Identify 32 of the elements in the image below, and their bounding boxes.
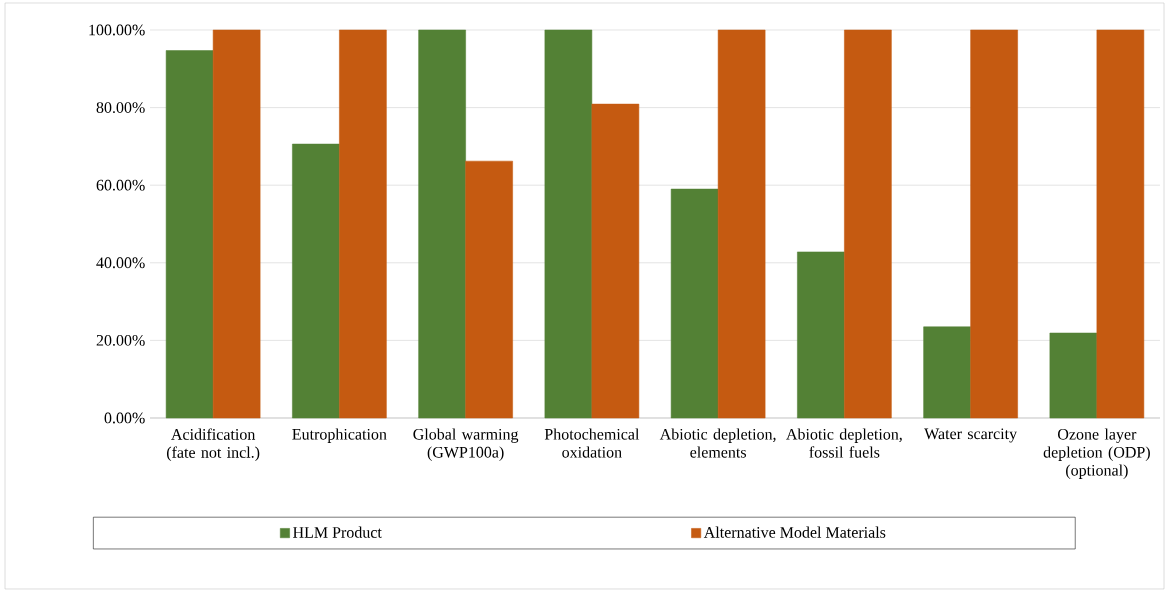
x-tick-label: Ozone layer depletion (ODP) (optional)	[1043, 428, 1150, 479]
bar	[292, 143, 340, 419]
bar	[544, 29, 593, 419]
x-tick-label: Photochemical oxidation	[544, 428, 640, 458]
x-tick-label: Abiotic depletion, fossil fuels	[786, 428, 902, 458]
x-tick-label: Abiotic depletion, elements	[659, 428, 776, 458]
y-tick-label: 0.00%	[104, 412, 145, 424]
bar	[717, 29, 766, 419]
x-tick-label: Global warming (GWP100a)	[413, 428, 519, 461]
x-tick-label: Acidification (fate not incl.)	[166, 428, 260, 462]
y-tick-label: 80.00%	[96, 102, 145, 114]
bar	[923, 326, 971, 419]
y-tick-label: 60.00%	[96, 179, 145, 191]
bar	[844, 29, 892, 419]
bar	[165, 50, 214, 419]
x-tick-label: Water scarcity	[924, 428, 1018, 443]
bar	[591, 103, 640, 419]
legend-label: Alternative Model Materials	[703, 526, 886, 538]
bar	[1049, 332, 1098, 419]
legend-label: HLM Product	[293, 526, 382, 538]
bar	[1096, 29, 1145, 419]
y-tick-label: 40.00%	[96, 257, 145, 269]
y-tick-label: 100.00%	[89, 24, 145, 36]
bar	[212, 29, 261, 419]
bar	[797, 251, 845, 419]
bar	[339, 29, 387, 419]
x-tick-label: Eutrophication	[292, 428, 387, 443]
bar	[670, 188, 719, 419]
y-tick-label: 20.00%	[96, 334, 145, 346]
bar	[418, 29, 466, 419]
bar	[465, 160, 513, 419]
bar	[970, 29, 1018, 419]
